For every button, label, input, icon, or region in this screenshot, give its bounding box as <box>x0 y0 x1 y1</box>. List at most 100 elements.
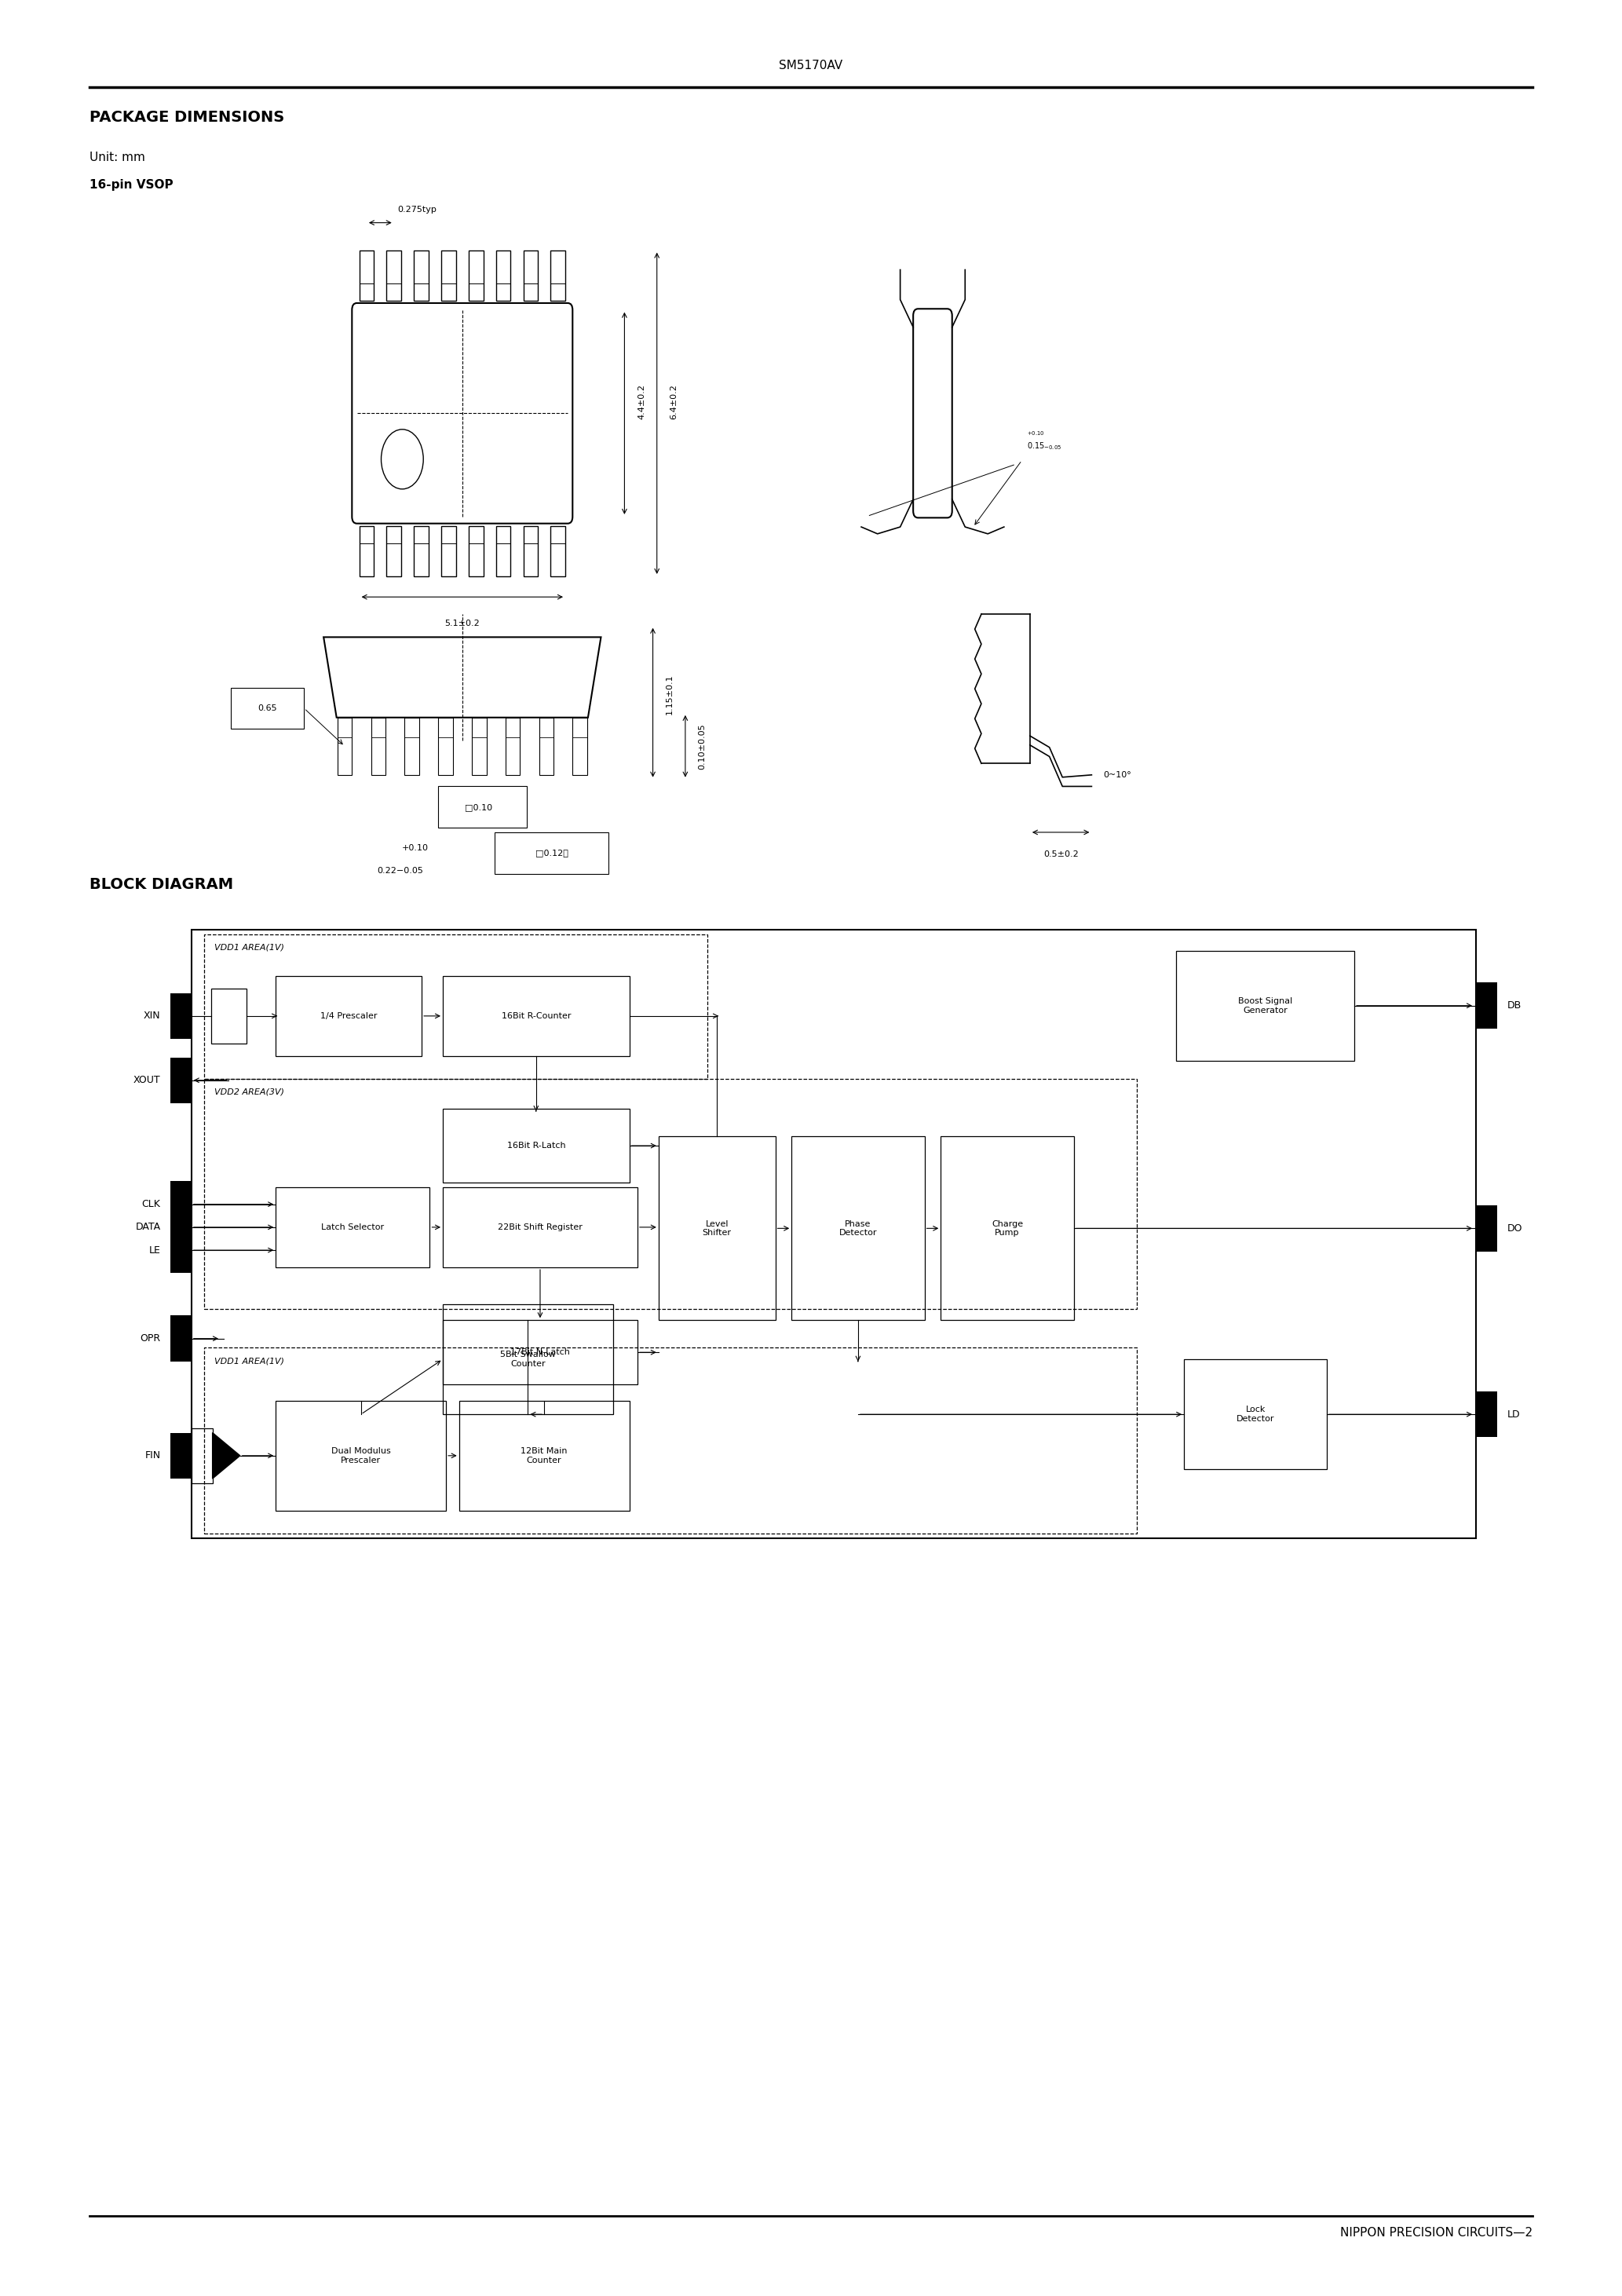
Bar <box>443 1187 637 1267</box>
Bar <box>443 976 629 1056</box>
Bar <box>404 716 418 776</box>
Text: 17Bit N-Latch: 17Bit N-Latch <box>511 1348 569 1357</box>
Text: NIPPON PRECISION CIRCUITS—2: NIPPON PRECISION CIRCUITS—2 <box>1340 2227 1533 2239</box>
Bar <box>204 1079 1137 1309</box>
Bar <box>170 1433 191 1479</box>
Bar <box>506 716 521 776</box>
Bar <box>386 526 401 576</box>
Text: □0.12Ⓜ: □0.12Ⓜ <box>535 850 568 856</box>
Bar <box>524 526 539 576</box>
Text: FIN: FIN <box>144 1451 161 1460</box>
Bar <box>204 934 707 1079</box>
Text: Lock
Detector: Lock Detector <box>1236 1405 1275 1424</box>
Text: 16Bit R-Counter: 16Bit R-Counter <box>501 1013 571 1019</box>
Bar <box>459 1401 629 1511</box>
Bar <box>496 250 511 301</box>
Bar <box>360 250 373 301</box>
Bar <box>1476 1391 1497 1437</box>
Bar <box>443 1109 629 1182</box>
Text: Level
Shifter: Level Shifter <box>702 1219 732 1238</box>
Text: VDD2 AREA(3V): VDD2 AREA(3V) <box>214 1088 284 1095</box>
Bar <box>659 1137 775 1320</box>
Bar <box>414 526 428 576</box>
Text: 22Bit Shift Register: 22Bit Shift Register <box>498 1224 582 1231</box>
Bar <box>170 1182 191 1228</box>
Bar <box>443 1320 637 1384</box>
Bar <box>276 976 422 1056</box>
Bar <box>1184 1359 1327 1469</box>
Bar <box>170 1205 191 1249</box>
Bar <box>1476 1205 1497 1251</box>
Bar <box>524 250 539 301</box>
Bar <box>469 250 483 301</box>
Text: 12Bit Main
Counter: 12Bit Main Counter <box>521 1446 568 1465</box>
Text: Charge
Pump: Charge Pump <box>991 1219 1023 1238</box>
Text: CLK: CLK <box>141 1199 161 1210</box>
Bar <box>414 250 428 301</box>
Text: 0.22−0.05: 0.22−0.05 <box>376 866 423 875</box>
Text: LE: LE <box>149 1244 161 1256</box>
Bar <box>792 1137 925 1320</box>
Bar <box>441 526 456 576</box>
Text: 5.1±0.2: 5.1±0.2 <box>444 620 480 627</box>
Bar <box>438 716 453 776</box>
Bar <box>276 1187 430 1267</box>
Bar <box>472 716 487 776</box>
Text: 1.15±0.1: 1.15±0.1 <box>665 675 673 714</box>
Text: LD: LD <box>1507 1410 1520 1419</box>
Bar <box>276 1401 446 1511</box>
Bar <box>1176 951 1354 1061</box>
Text: 0~10°: 0~10° <box>1103 771 1131 778</box>
Bar <box>550 526 564 576</box>
Text: XOUT: XOUT <box>133 1075 161 1086</box>
Text: DATA: DATA <box>135 1221 161 1233</box>
Text: +0.10: +0.10 <box>401 845 428 852</box>
Text: 4.4±0.2: 4.4±0.2 <box>637 383 646 420</box>
Text: Unit: mm: Unit: mm <box>89 152 144 163</box>
Text: XIN: XIN <box>144 1010 161 1022</box>
Bar <box>191 930 1476 1538</box>
Bar <box>170 992 191 1038</box>
Text: 0.275typ: 0.275typ <box>397 207 436 214</box>
Text: 16Bit R-Latch: 16Bit R-Latch <box>506 1141 566 1150</box>
Text: 16-pin VSOP: 16-pin VSOP <box>89 179 174 191</box>
Text: BLOCK DIAGRAM: BLOCK DIAGRAM <box>89 877 234 891</box>
Text: Boost Signal
Generator: Boost Signal Generator <box>1238 996 1293 1015</box>
Text: SM5170AV: SM5170AV <box>779 60 843 71</box>
Text: 6.4±0.2: 6.4±0.2 <box>670 383 678 420</box>
Bar <box>438 785 527 829</box>
Text: PACKAGE DIMENSIONS: PACKAGE DIMENSIONS <box>89 110 284 124</box>
Text: 0.65: 0.65 <box>258 705 277 712</box>
Text: $^{+0.10}$
0.15$_{-0.05}$: $^{+0.10}$ 0.15$_{-0.05}$ <box>1027 432 1061 450</box>
Text: 5Bit Swallow
Counter: 5Bit Swallow Counter <box>500 1350 556 1368</box>
Text: 0.10±0.05: 0.10±0.05 <box>697 723 706 769</box>
Text: DB: DB <box>1507 1001 1521 1010</box>
Bar <box>170 1316 191 1362</box>
Bar <box>337 716 352 776</box>
Bar <box>443 1304 613 1414</box>
Bar <box>941 1137 1074 1320</box>
Text: DO: DO <box>1507 1224 1521 1233</box>
Bar <box>550 250 564 301</box>
Text: Phase
Detector: Phase Detector <box>839 1219 878 1238</box>
Polygon shape <box>212 1433 240 1479</box>
Bar <box>371 716 386 776</box>
Bar <box>386 250 401 301</box>
Text: Dual Modulus
Prescaler: Dual Modulus Prescaler <box>331 1446 391 1465</box>
Bar <box>496 526 511 576</box>
Text: OPR: OPR <box>139 1334 161 1343</box>
Bar <box>469 526 483 576</box>
Bar <box>1476 983 1497 1029</box>
Bar <box>211 987 247 1042</box>
Bar <box>573 716 587 776</box>
Bar <box>204 1348 1137 1534</box>
Bar <box>441 250 456 301</box>
Text: □0.10: □0.10 <box>464 804 493 810</box>
Text: 0.5±0.2: 0.5±0.2 <box>1043 852 1079 859</box>
Text: VDD1 AREA(1V): VDD1 AREA(1V) <box>214 1357 284 1364</box>
Text: VDD1 AREA(1V): VDD1 AREA(1V) <box>214 944 284 951</box>
Bar <box>191 1428 212 1483</box>
Bar <box>230 689 303 730</box>
Text: 1/4 Prescaler: 1/4 Prescaler <box>320 1013 378 1019</box>
Bar <box>539 716 553 776</box>
